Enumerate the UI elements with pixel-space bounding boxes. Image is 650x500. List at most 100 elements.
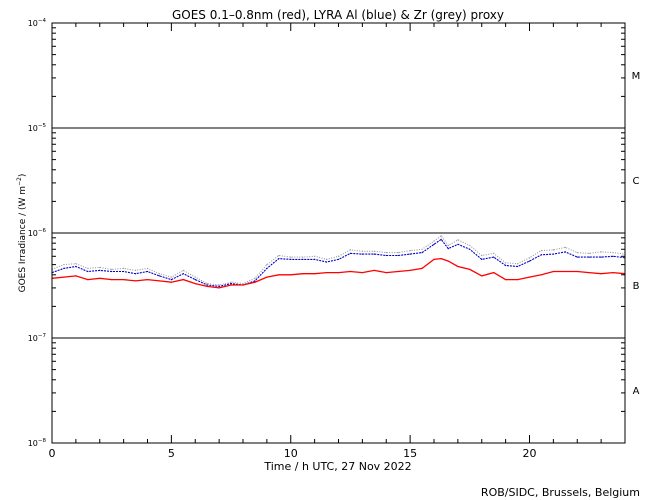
x-tick-label: 0 xyxy=(49,447,56,460)
data-point xyxy=(540,274,543,276)
data-point xyxy=(421,252,423,254)
data-point xyxy=(218,285,220,287)
data-point xyxy=(409,269,411,271)
data-point xyxy=(612,272,614,274)
data-point xyxy=(158,275,160,277)
data-point xyxy=(447,260,449,262)
data-point xyxy=(588,256,590,258)
data-point xyxy=(385,254,387,257)
data-point xyxy=(254,280,256,282)
data-point xyxy=(182,273,184,275)
data-point xyxy=(146,279,149,281)
data-point xyxy=(576,252,578,254)
data-point xyxy=(206,285,208,287)
y-axis-label-close: ) xyxy=(18,174,28,178)
y-axis-ticks: 10−4 10−5 10−6 10−7 10−8 xyxy=(28,18,625,448)
data-point xyxy=(99,266,101,268)
series-line-2 xyxy=(51,235,626,286)
data-point xyxy=(242,284,244,286)
data-point xyxy=(433,243,435,245)
x-tick-label: 15 xyxy=(403,447,417,460)
data-point xyxy=(612,252,614,254)
y-tick-label: 10−5 xyxy=(28,123,47,133)
data-point xyxy=(99,269,101,271)
data-point xyxy=(600,256,602,258)
data-point xyxy=(314,255,316,257)
y-axis-label: GOES Irradiance / (W m−2) xyxy=(16,174,28,293)
x-tick-label: 20 xyxy=(523,447,537,460)
flare-class-label: B xyxy=(633,281,640,292)
data-point xyxy=(517,279,519,281)
data-point xyxy=(230,283,232,285)
data-point xyxy=(481,275,483,277)
data-point xyxy=(576,256,578,258)
data-point xyxy=(440,235,442,237)
flux-level-lines xyxy=(52,127,625,339)
data-point xyxy=(552,249,555,251)
data-point xyxy=(87,267,89,269)
flare-class-label: A xyxy=(633,386,640,397)
x-tick-label: 5 xyxy=(168,447,175,460)
data-point xyxy=(540,250,543,252)
data-point xyxy=(266,276,268,278)
data-point xyxy=(63,264,65,266)
data-point xyxy=(266,264,268,266)
data-point xyxy=(457,239,459,241)
data-point xyxy=(564,246,566,248)
data-point xyxy=(230,284,232,286)
data-point xyxy=(528,260,531,262)
data-point xyxy=(182,269,184,271)
data-point xyxy=(349,270,351,273)
data-point xyxy=(75,265,77,268)
data-point xyxy=(170,281,172,283)
data-point xyxy=(182,279,184,281)
data-point xyxy=(481,258,483,260)
data-point xyxy=(481,254,483,257)
data-point xyxy=(505,264,507,267)
data-point xyxy=(469,268,471,270)
series-line-0 xyxy=(51,257,626,289)
data-point xyxy=(361,272,363,274)
plot-frame xyxy=(51,22,626,444)
data-point xyxy=(111,279,113,281)
data-point xyxy=(290,274,292,276)
data-point xyxy=(63,267,65,269)
chart-title: GOES 0.1–0.8nm (red), LYRA Al (blue) & Z… xyxy=(172,8,504,22)
data-point xyxy=(75,275,77,277)
data-point xyxy=(63,276,65,278)
data-point xyxy=(146,270,149,273)
data-point xyxy=(326,272,328,274)
data-point xyxy=(517,265,519,268)
data-point xyxy=(111,270,113,273)
y-axis-label-text: GOES Irradiance / (W m xyxy=(18,186,28,292)
data-point xyxy=(242,283,244,285)
data-point xyxy=(170,279,172,281)
data-point xyxy=(194,283,196,285)
data-point xyxy=(158,280,160,282)
data-point xyxy=(123,270,125,273)
data-point xyxy=(146,267,149,269)
data-point xyxy=(373,250,375,252)
data-point xyxy=(505,262,507,264)
x-tick-label: 10 xyxy=(284,447,298,460)
data-point xyxy=(278,254,280,257)
data-point xyxy=(552,253,555,255)
data-point xyxy=(469,248,471,250)
data-point xyxy=(517,263,519,265)
data-point xyxy=(576,270,578,273)
flare-class-label: M xyxy=(632,71,641,82)
data-point xyxy=(361,253,363,255)
data-point xyxy=(397,270,399,273)
data-point xyxy=(278,258,280,260)
data-point xyxy=(326,258,328,260)
flare-class-label: C xyxy=(633,176,640,187)
data-point xyxy=(302,273,304,275)
data-point xyxy=(447,244,449,247)
data-point xyxy=(158,273,160,275)
data-point xyxy=(600,251,602,253)
data-point xyxy=(397,252,399,254)
data-point xyxy=(194,279,196,281)
data-point xyxy=(278,274,280,276)
y-tick-label: 10−7 xyxy=(28,333,47,343)
